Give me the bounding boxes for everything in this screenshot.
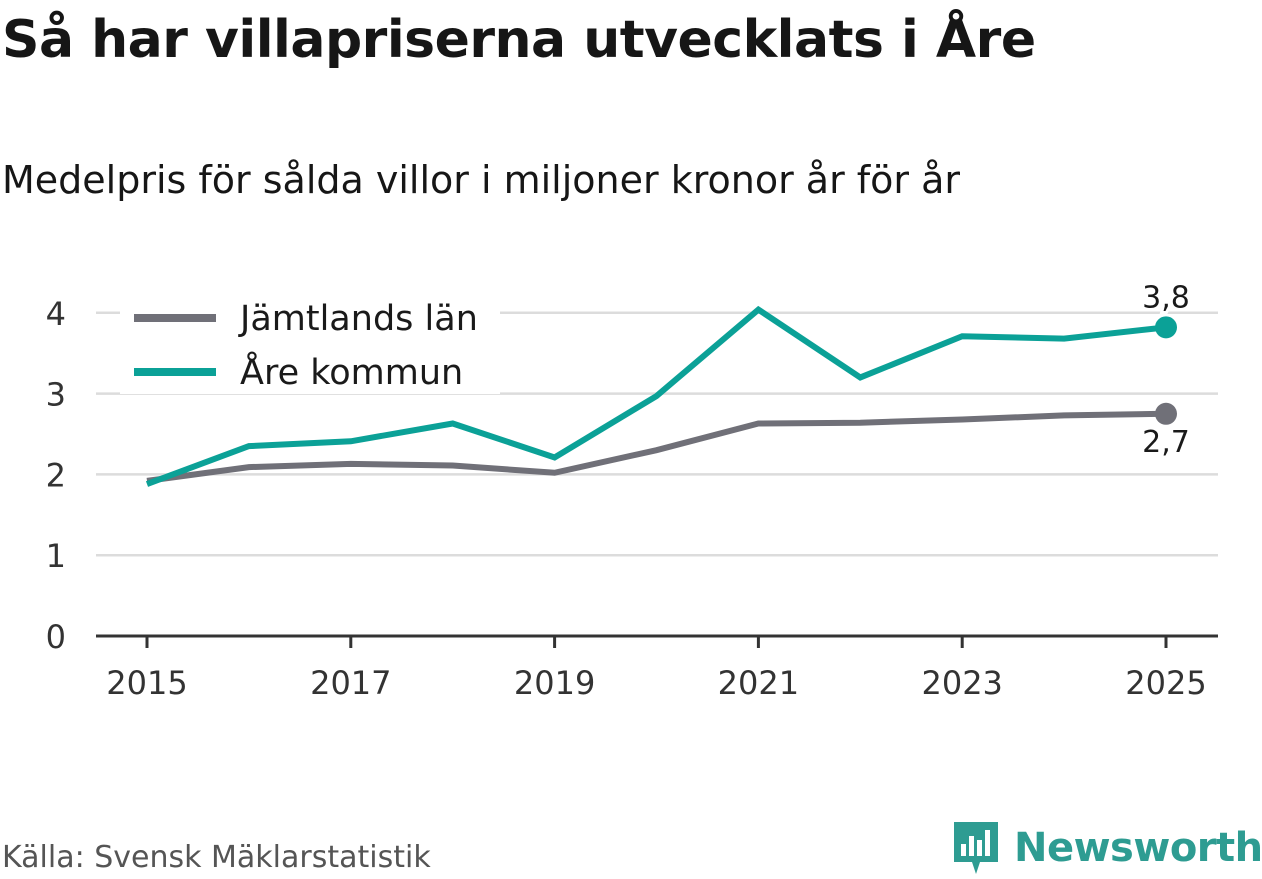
y-axis: 0 1 2 3 4	[46, 295, 66, 656]
end-point-0	[1155, 402, 1177, 425]
source-note: Källa: Svensk Mäklarstatistik	[2, 840, 431, 875]
x-axis: 2015 2017 2019 2021 2023 2025	[96, 634, 1218, 702]
end-label-0: 2,7	[1142, 425, 1190, 460]
series-line-1	[145, 305, 1167, 487]
y-tick-label: 2	[46, 456, 66, 494]
legend-label-0: Jämtlands län	[238, 299, 478, 339]
x-tick-label: 2025	[1125, 664, 1206, 702]
x-tick-label: 2023	[921, 664, 1002, 702]
legend: Jämtlands län Åre kommun	[120, 292, 500, 394]
end-point-1	[1155, 316, 1177, 339]
series-line-0	[146, 410, 1167, 484]
series-lines	[145, 305, 1167, 487]
brand-logo: Newsworthy	[950, 818, 1262, 878]
chart-title: Så har villapriserna utvecklats i Åre	[2, 10, 1036, 70]
x-tick-label: 2019	[514, 664, 595, 702]
y-tick-label: 1	[46, 537, 66, 575]
x-tick-label: 2015	[106, 664, 187, 702]
legend-label-1: Åre kommun	[240, 350, 463, 393]
end-labels: 2,7 3,8	[1139, 277, 1193, 462]
y-tick-label: 3	[46, 376, 66, 414]
chart-subtitle: Medelpris för sålda villor i miljoner kr…	[2, 158, 961, 202]
end-label-1: 3,8	[1142, 280, 1190, 315]
newsworthy-logo-icon	[954, 822, 998, 874]
brand-name: Newsworthy	[1014, 825, 1262, 871]
x-tick-label: 2017	[310, 664, 391, 702]
y-tick-label: 4	[46, 295, 66, 333]
x-tick-label: 2021	[718, 664, 799, 702]
y-tick-label: 0	[46, 618, 66, 656]
legend-background	[120, 292, 500, 394]
